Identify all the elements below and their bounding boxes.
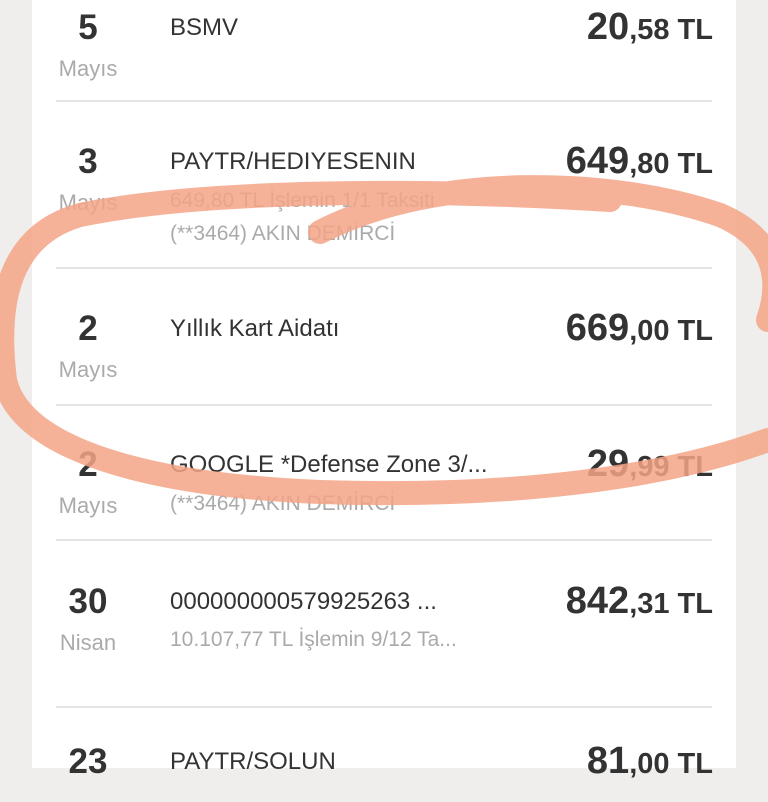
divider bbox=[56, 706, 712, 708]
transaction-title: 000000000579925263 ... bbox=[170, 588, 437, 615]
date-month: Mayıs bbox=[58, 190, 118, 215]
transaction-detail: 649,80 TL İşlemin 1/1 Taksiti bbox=[170, 189, 435, 212]
transaction-row[interactable]: 2 Mayıs GOOGLE *Defense Zone 3/... (**34… bbox=[32, 443, 736, 541]
divider bbox=[56, 100, 712, 102]
transaction-detail: 10.107,77 TL İşlemin 9/12 Ta... bbox=[170, 628, 457, 651]
transaction-title: PAYTR/HEDIYESENIN bbox=[170, 148, 416, 175]
transaction-row[interactable]: 23 PAYTR/SOLUN 81,00 TL bbox=[32, 740, 736, 802]
divider bbox=[56, 404, 712, 406]
date-day: 2 bbox=[78, 309, 98, 348]
transaction-amount: 20,58 TL bbox=[586, 6, 713, 48]
transaction-card: (**3464) AKIN DEMİRCİ bbox=[170, 492, 396, 515]
transaction-amount: 842,31 TL bbox=[565, 580, 713, 622]
transaction-title: GOOGLE *Defense Zone 3/... bbox=[170, 451, 488, 478]
transaction-row[interactable]: 30 Nisan 000000000579925263 ... 10.107,7… bbox=[32, 580, 736, 708]
transaction-row[interactable]: 3 Mayıs PAYTR/HEDIYESENIN 649,80 TL İşle… bbox=[32, 140, 736, 269]
transaction-amount: 29,99 TL bbox=[586, 443, 713, 485]
transaction-row[interactable]: 2 Mayıs Yıllık Kart Aidatı 669,00 TL bbox=[32, 307, 736, 406]
date-month: Mayıs bbox=[58, 357, 118, 382]
date-day: 23 bbox=[68, 742, 108, 781]
transaction-list: 5 Mayıs BSMV 20,58 TL 3 Mayıs PAYTR/HEDI… bbox=[32, 0, 736, 782]
transaction-card: (**3464) AKIN DEMİRCİ bbox=[170, 222, 396, 245]
transaction-amount: 649,80 TL bbox=[565, 140, 713, 182]
date-day: 2 bbox=[78, 445, 98, 484]
transaction-title: PAYTR/SOLUN bbox=[170, 748, 336, 775]
divider bbox=[56, 267, 712, 269]
transaction-amount: 81,00 TL bbox=[586, 740, 713, 782]
transaction-amount: 669,00 TL bbox=[565, 307, 713, 349]
transaction-title: Yıllık Kart Aidatı bbox=[170, 315, 340, 342]
transaction-title: BSMV bbox=[170, 14, 239, 41]
date-day: 3 bbox=[78, 142, 98, 181]
divider bbox=[56, 539, 712, 541]
date-month: Nisan bbox=[59, 630, 117, 655]
transaction-row[interactable]: 5 Mayıs BSMV 20,58 TL bbox=[32, 6, 736, 102]
date-day: 5 bbox=[78, 8, 98, 47]
date-month: Mayıs bbox=[58, 56, 118, 81]
date-day: 30 bbox=[68, 582, 108, 621]
date-month: Mayıs bbox=[58, 493, 118, 518]
